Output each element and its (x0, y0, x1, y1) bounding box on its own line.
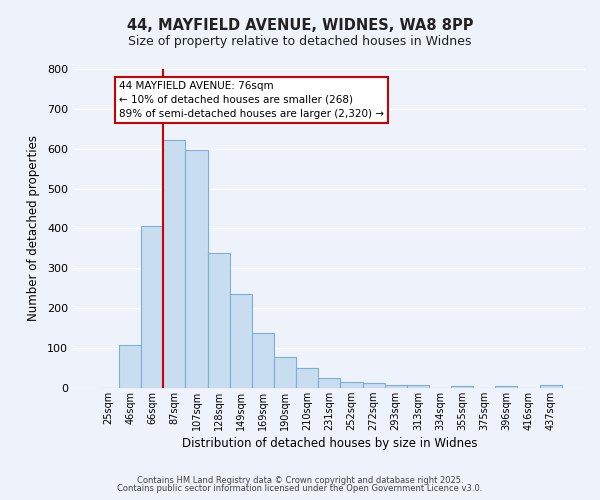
Text: Contains public sector information licensed under the Open Government Licence v3: Contains public sector information licen… (118, 484, 482, 493)
Bar (496, 386, 517, 388)
Bar (163, 140, 185, 388)
Text: 44, MAYFIELD AVENUE, WIDNES, WA8 8PP: 44, MAYFIELD AVENUE, WIDNES, WA8 8PP (127, 18, 473, 32)
Text: 44 MAYFIELD AVENUE: 76sqm
← 10% of detached houses are smaller (268)
89% of semi: 44 MAYFIELD AVENUE: 76sqm ← 10% of detac… (119, 81, 384, 119)
Bar (340, 382, 362, 388)
Y-axis label: Number of detached properties: Number of detached properties (27, 136, 40, 322)
Bar (318, 378, 340, 388)
Bar (296, 368, 318, 388)
Bar (407, 385, 429, 388)
Bar (385, 385, 407, 388)
Bar (230, 294, 252, 388)
Bar (185, 150, 208, 388)
Bar (451, 386, 473, 388)
Bar (208, 254, 230, 388)
Bar (539, 384, 562, 388)
Bar (362, 382, 385, 388)
Bar (119, 345, 141, 388)
Text: Size of property relative to detached houses in Widnes: Size of property relative to detached ho… (128, 35, 472, 48)
Bar (141, 226, 163, 388)
Bar (252, 333, 274, 388)
Bar (274, 356, 296, 388)
Text: Contains HM Land Registry data © Crown copyright and database right 2025.: Contains HM Land Registry data © Crown c… (137, 476, 463, 485)
X-axis label: Distribution of detached houses by size in Widnes: Distribution of detached houses by size … (182, 437, 477, 450)
